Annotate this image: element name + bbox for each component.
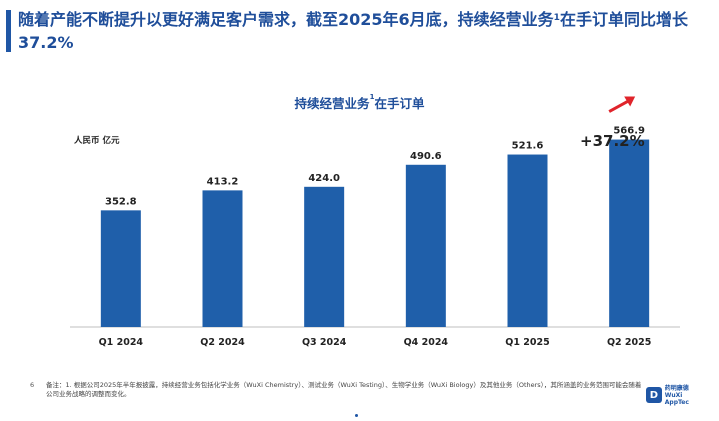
category-label-2: Q3 2024 [302,337,347,348]
category-label-3: Q4 2024 [404,337,449,348]
bar-value-label-0: 352.8 [105,196,137,207]
logo-text: 药明康德 WuXi AppTec [665,385,708,406]
bar-value-label-3: 490.6 [410,151,442,162]
category-label-0: Q1 2024 [99,337,144,348]
category-label-1: Q2 2024 [200,337,245,348]
growth-annotation: +37.2% [580,132,645,150]
footnote: 备注：1. 根据公司2025年半年报披露，持续经营业务包括化学业务（WuXi C… [46,381,642,398]
bar-5 [609,139,650,327]
logo-text-en: WuXi AppTec [664,391,689,406]
logo-mark: D [646,387,662,403]
bar-3 [405,164,446,327]
bar-value-label-4: 521.6 [512,141,544,152]
headline-accent-bar [6,10,11,52]
growth-arrow-shaft [608,99,630,113]
growth-arrow-head [624,96,636,107]
chart-title-footnote-marker: 1 [369,93,375,101]
bar-value-label-5: 566.9 [613,126,645,137]
bar-2 [304,186,345,327]
headline-rest: 在手订单同比增长37.2% [18,10,688,52]
bar-4 [507,154,548,327]
headline-main: 随着产能不断提升以更好满足客户需求，截至2025年6月底，持续经营业务 [18,10,554,29]
logo-text-cn: 药明康德 [664,384,689,392]
category-label-5: Q2 2025 [607,337,651,348]
page-number: 6 [30,381,35,389]
bar-value-label-2: 424.0 [308,173,340,184]
slide-headline: 随着产能不断提升以更好满足客户需求，截至2025年6月底，持续经营业务1在手订单… [18,8,708,54]
category-label-4: Q1 2025 [505,337,549,348]
bar-0 [100,210,141,327]
chart-title: 持续经营业务1在手订单 [0,93,719,112]
headline-footnote-marker: 1 [553,13,560,23]
bar-1 [202,190,243,327]
bar-value-label-1: 413.2 [207,176,239,187]
chart-title-main: 持续经营业务 [294,96,370,111]
company-logo: D 药明康德 WuXi AppTec [646,382,708,408]
chart-unit-label: 人民币 亿元 [74,136,120,146]
slide-dot [355,414,358,417]
chart-title-rest: 在手订单 [374,96,425,111]
